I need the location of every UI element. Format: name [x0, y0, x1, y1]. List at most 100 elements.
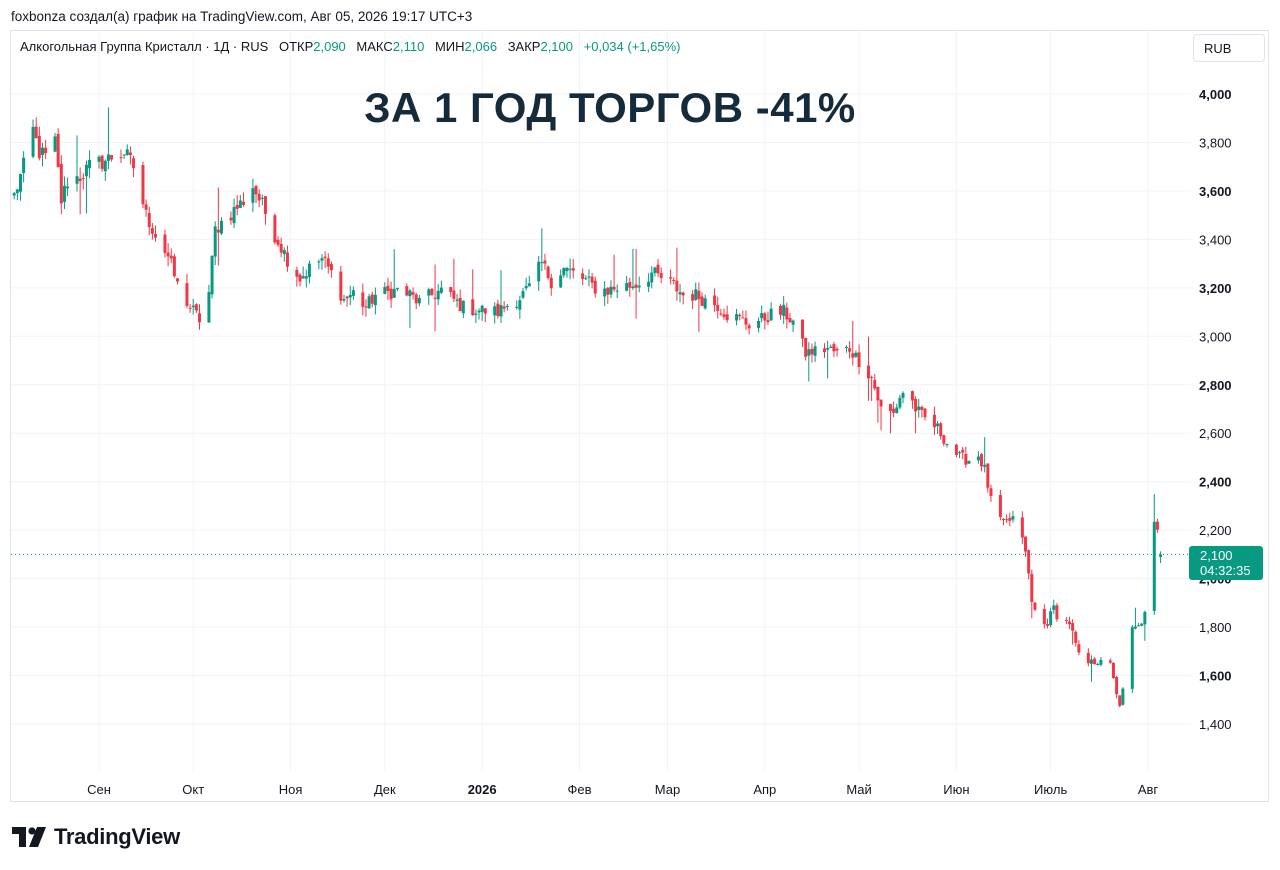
candle-body: [216, 229, 220, 233]
candle-body: [854, 352, 858, 357]
candle-body: [471, 299, 475, 316]
chart-pane[interactable]: 4,000 3,800 3,600 3,400 3,200 3,000 2,800 2,600…: [10, 30, 1269, 802]
candle-body: [537, 261, 541, 282]
candle-body: [235, 205, 239, 209]
chart-headline: ЗА 1 ГОД ТОРГОВ -41%: [364, 84, 856, 131]
candle-body: [154, 233, 158, 238]
candle-body: [1086, 652, 1090, 664]
y-tick-label: 2,600: [1199, 426, 1232, 441]
x-tick-label: Дек: [374, 782, 396, 797]
candle-body: [603, 288, 607, 297]
candle-body: [75, 176, 79, 184]
candle-body: [571, 268, 575, 271]
candle-body: [628, 282, 632, 288]
candle-body: [1155, 521, 1159, 530]
candle-body: [625, 283, 629, 291]
x-tick-label: Авг: [1138, 782, 1159, 797]
candle-body: [282, 250, 286, 255]
candle-body: [229, 217, 233, 221]
candle-body: [66, 186, 70, 189]
candle-body: [964, 453, 968, 465]
candle-body: [1042, 609, 1046, 625]
candle-body: [813, 346, 817, 356]
high-value: 2,110: [392, 39, 425, 54]
candle-body: [986, 463, 990, 488]
candle-body: [524, 286, 528, 289]
tradingview-logo-icon: [12, 827, 46, 847]
candle-body: [1089, 659, 1093, 664]
candle-body: [719, 313, 723, 315]
candle-body: [609, 286, 613, 295]
candle-body: [56, 133, 60, 168]
candle-body: [389, 288, 393, 300]
close-value: 2,100: [540, 39, 574, 54]
candle-body: [1074, 631, 1078, 643]
candle-body: [565, 267, 569, 272]
candle-body: [769, 308, 773, 321]
candle-body: [1111, 662, 1115, 679]
candle-body: [546, 266, 550, 278]
candle-body: [219, 220, 223, 234]
candle-body: [436, 290, 440, 300]
candle-body: [1096, 664, 1100, 666]
candle-body: [279, 243, 283, 253]
candle-body: [103, 160, 107, 172]
y-tick-label: 3,200: [1199, 281, 1232, 296]
candle-body: [1077, 644, 1081, 653]
candle-body: [1118, 695, 1122, 706]
candle-body: [461, 300, 465, 314]
candle-body: [59, 163, 63, 204]
candle-body: [1024, 536, 1028, 552]
candle-body: [1049, 611, 1053, 626]
candle-body: [427, 289, 431, 296]
candle-body: [1137, 625, 1141, 627]
candle-body: [110, 155, 114, 160]
candle-body: [901, 392, 905, 398]
candle-body: [1011, 516, 1015, 520]
candle-body: [954, 444, 958, 456]
y-tick-label: 3,800: [1199, 135, 1232, 150]
candle-body: [832, 344, 836, 352]
candle-body: [493, 306, 497, 316]
candle-body: [612, 286, 616, 290]
candle-body: [791, 320, 795, 325]
candle-body: [892, 408, 896, 413]
currency-selector[interactable]: RUB: [1193, 34, 1265, 62]
tradingview-logo[interactable]: TradingView: [12, 824, 180, 850]
candle-body: [1033, 602, 1037, 610]
candle-body: [12, 193, 16, 196]
x-tick-label: Окт: [182, 782, 204, 797]
candle-body: [188, 307, 192, 309]
current-price-tag: 2,100 04:32:35: [1189, 546, 1263, 580]
candle-body: [631, 286, 635, 289]
candle-body: [1133, 626, 1137, 629]
candle-body: [273, 215, 277, 243]
candle-body: [1099, 660, 1103, 665]
candle-body: [207, 292, 211, 323]
candle-body: [1108, 660, 1112, 663]
x-tick-label: 2026: [468, 782, 497, 797]
candle-body: [430, 288, 434, 296]
candle-body: [844, 347, 848, 349]
grid-lines: [11, 31, 1191, 771]
y-tick-label: 1,400: [1199, 717, 1232, 732]
candle-body: [989, 488, 993, 496]
y-tick-label: 2,800: [1199, 378, 1232, 393]
chart-caption: foxbonza создал(а) график на TradingView…: [11, 9, 473, 24]
candle-body: [1045, 624, 1049, 626]
candle-body: [433, 297, 437, 299]
symbol-name[interactable]: Алкогольная Группа Кристалл · 1Д · RUS: [20, 39, 269, 54]
candle-body: [829, 346, 833, 348]
candle-body: [505, 305, 509, 308]
candle-body: [801, 319, 805, 339]
candle-body: [1064, 620, 1068, 622]
candle-body: [53, 136, 57, 152]
y-tick-label: 1,800: [1199, 620, 1232, 635]
candle-body: [961, 449, 965, 453]
candle-body: [477, 310, 481, 313]
candle-body: [367, 296, 371, 309]
candle-body: [251, 188, 255, 203]
candle-body: [998, 495, 1002, 517]
price-chart[interactable]: 4,000 3,800 3,600 3,400 3,200 3,000 2,800 2,600…: [11, 31, 1270, 803]
candle-body: [257, 193, 261, 201]
